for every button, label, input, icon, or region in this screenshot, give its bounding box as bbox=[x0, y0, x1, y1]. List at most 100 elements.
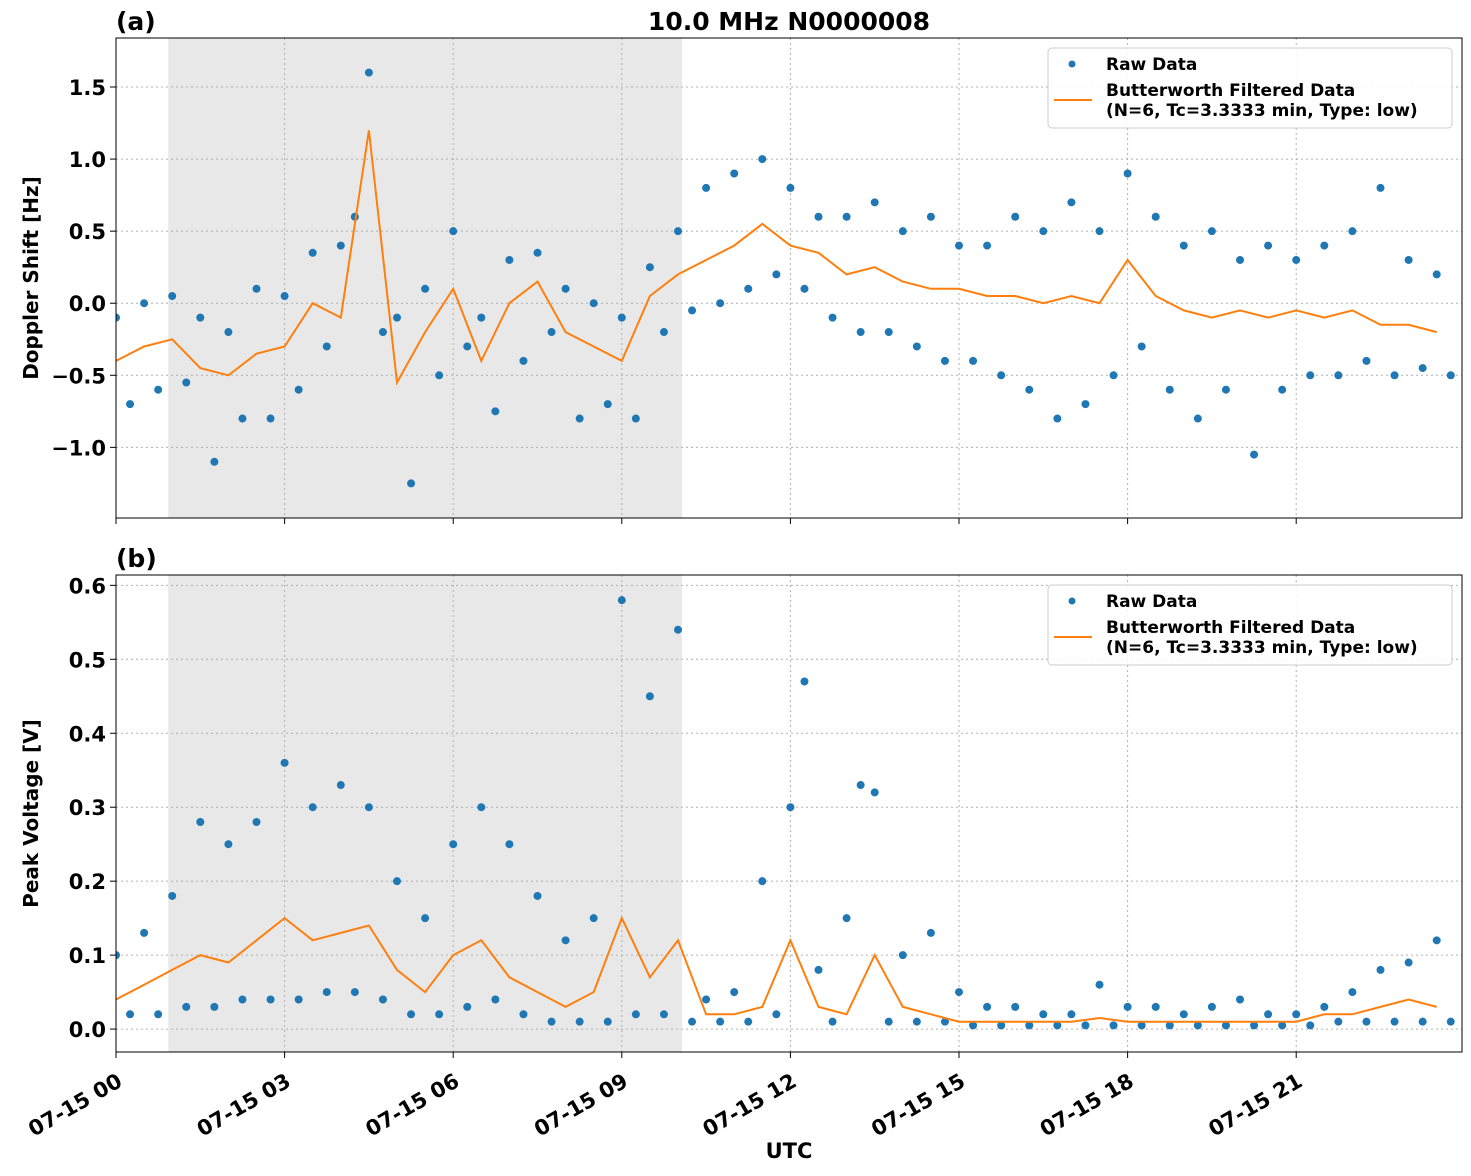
plot-area bbox=[116, 596, 1455, 1030]
y-tick-label: 0.5 bbox=[69, 220, 106, 244]
raw-point bbox=[322, 342, 331, 351]
raw-point bbox=[1151, 212, 1160, 221]
raw-point bbox=[421, 284, 430, 293]
raw-point bbox=[603, 1017, 612, 1026]
raw-point bbox=[1404, 958, 1413, 967]
raw-point bbox=[224, 328, 233, 337]
raw-point bbox=[519, 1010, 528, 1019]
raw-point bbox=[238, 414, 247, 423]
x-tick-label: 07-15 12 bbox=[699, 1069, 801, 1142]
raw-point bbox=[814, 212, 823, 221]
raw-point bbox=[1123, 169, 1132, 178]
raw-point bbox=[116, 951, 120, 960]
raw-point bbox=[1432, 270, 1441, 279]
raw-point bbox=[1376, 183, 1385, 192]
raw-point bbox=[1165, 385, 1174, 394]
raw-point bbox=[1306, 1021, 1315, 1030]
raw-point bbox=[393, 313, 402, 322]
raw-point bbox=[1193, 414, 1202, 423]
raw-point bbox=[786, 803, 795, 812]
raw-point bbox=[1109, 1021, 1118, 1030]
raw-point bbox=[983, 1002, 992, 1011]
raw-point bbox=[364, 68, 373, 77]
raw-point bbox=[435, 1010, 444, 1019]
y-tick-label: 0.4 bbox=[69, 722, 106, 746]
raw-point bbox=[1067, 198, 1076, 207]
raw-point bbox=[772, 1010, 781, 1019]
raw-point bbox=[1053, 1021, 1062, 1030]
raw-point bbox=[336, 781, 345, 790]
x-tick-label: 07-15 00 bbox=[24, 1069, 126, 1142]
plot-area bbox=[116, 68, 1455, 488]
raw-point bbox=[716, 1017, 725, 1026]
raw-point bbox=[716, 299, 725, 308]
raw-point bbox=[505, 255, 514, 264]
raw-point bbox=[1095, 227, 1104, 236]
raw-point bbox=[364, 803, 373, 812]
raw-point bbox=[449, 840, 458, 849]
raw-point bbox=[1053, 414, 1062, 423]
raw-point bbox=[1207, 1002, 1216, 1011]
legend-box bbox=[1047, 584, 1453, 666]
raw-point bbox=[589, 914, 598, 923]
raw-point bbox=[702, 183, 711, 192]
raw-point bbox=[533, 248, 542, 257]
raw-point bbox=[1362, 1017, 1371, 1026]
raw-point bbox=[533, 891, 542, 900]
x-tick-label: 07-15 21 bbox=[1205, 1069, 1307, 1142]
raw-point bbox=[336, 241, 345, 250]
raw-point bbox=[1320, 1002, 1329, 1011]
raw-point bbox=[1025, 1021, 1034, 1030]
raw-point bbox=[631, 414, 640, 423]
raw-point bbox=[730, 988, 739, 997]
raw-point bbox=[1179, 241, 1188, 250]
night-shade bbox=[168, 575, 682, 1052]
y-tick-label: 0.0 bbox=[69, 1018, 106, 1042]
raw-point bbox=[1278, 385, 1287, 394]
raw-point bbox=[1193, 1021, 1202, 1030]
raw-point bbox=[617, 596, 626, 605]
raw-point bbox=[1306, 371, 1315, 380]
raw-point bbox=[126, 1010, 135, 1019]
x-tick-label: 07-15 09 bbox=[530, 1069, 632, 1142]
y-axis-label: Peak Voltage [V] bbox=[19, 719, 43, 908]
raw-point bbox=[1334, 371, 1343, 380]
raw-point bbox=[926, 212, 935, 221]
raw-point bbox=[182, 378, 191, 387]
raw-point bbox=[168, 891, 177, 900]
axes-frame bbox=[115, 574, 1463, 1053]
raw-point bbox=[350, 988, 359, 997]
raw-point bbox=[814, 965, 823, 974]
raw-point bbox=[1404, 255, 1413, 264]
raw-point bbox=[1362, 356, 1371, 365]
raw-point bbox=[688, 1017, 697, 1026]
raw-point bbox=[1334, 1017, 1343, 1026]
x-tick-label: 07-15 18 bbox=[1036, 1069, 1138, 1142]
raw-point bbox=[955, 241, 964, 250]
raw-point bbox=[1418, 364, 1427, 373]
raw-point bbox=[1109, 371, 1118, 380]
x-tick-label: 07-15 03 bbox=[193, 1069, 295, 1142]
raw-point bbox=[884, 328, 893, 337]
raw-point bbox=[308, 248, 317, 257]
raw-point bbox=[449, 227, 458, 236]
x-tick-label: 07-15 06 bbox=[361, 1069, 463, 1142]
raw-point bbox=[393, 877, 402, 886]
raw-point bbox=[1432, 936, 1441, 945]
legend-label: Raw Data bbox=[1106, 55, 1197, 75]
raw-point bbox=[1207, 227, 1216, 236]
y-tick-label: 1.5 bbox=[69, 76, 106, 100]
y-tick-label: 0.1 bbox=[69, 944, 106, 968]
raw-point bbox=[828, 313, 837, 322]
raw-point bbox=[182, 1002, 191, 1011]
raw-point bbox=[870, 198, 879, 207]
raw-point bbox=[1292, 255, 1301, 264]
raw-point bbox=[463, 1002, 472, 1011]
x-tick-label: 07-15 15 bbox=[867, 1069, 969, 1142]
raw-point bbox=[1165, 1021, 1174, 1030]
raw-point bbox=[1123, 1002, 1132, 1011]
raw-point bbox=[1081, 400, 1090, 409]
raw-point bbox=[196, 313, 205, 322]
night-shade bbox=[168, 38, 682, 518]
raw-point bbox=[955, 988, 964, 997]
